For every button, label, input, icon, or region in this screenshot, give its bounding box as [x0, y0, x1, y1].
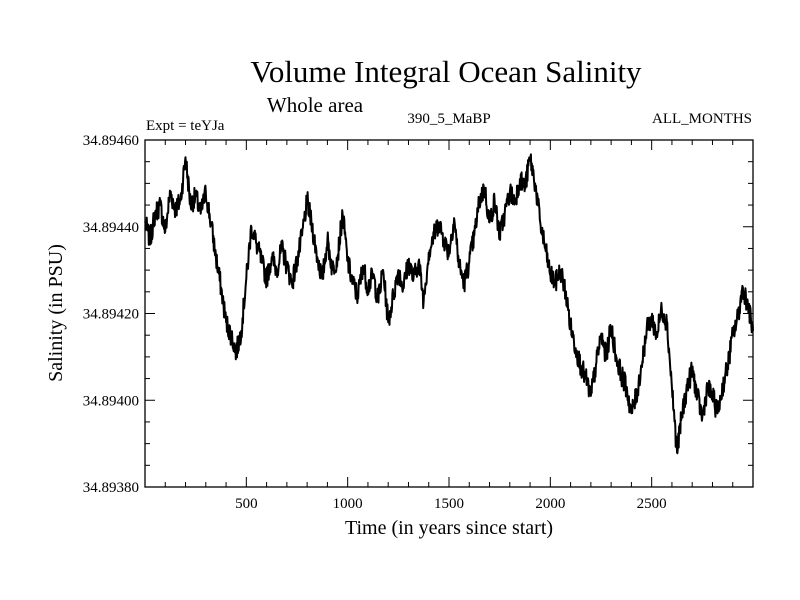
x-tick-label: 2000	[535, 496, 565, 512]
chart-subtitle: Whole area	[267, 93, 364, 117]
plot-frame	[144, 139, 754, 488]
y-axis-label: Salinity (in PSU)	[45, 244, 67, 382]
x-tick-label: 2500	[637, 496, 667, 512]
x-tick-label: 500	[235, 496, 258, 512]
period-label: 390_5_MaBP	[407, 111, 490, 127]
y-tick-label: 34.89440	[83, 220, 139, 236]
x-axis: 500 1000 1500 2000 2500	[164, 140, 734, 512]
chart-title: Volume Integral Ocean Salinity	[250, 54, 642, 89]
y-tick-label: 34.89380	[83, 480, 139, 496]
y-axis: 34.89380 34.89400 34.89420 34.89440 34.89460	[83, 133, 753, 496]
x-tick-label: 1000	[333, 496, 363, 512]
experiment-label: Expt = teYJa	[146, 118, 225, 134]
x-tick-label: 1500	[434, 496, 464, 512]
x-axis-label: Time (in years since start)	[345, 517, 553, 539]
salinity-series-line	[144, 153, 754, 455]
y-tick-label: 34.89420	[83, 307, 139, 323]
y-tick-label: 34.89400	[83, 393, 139, 409]
months-label: ALL_MONTHS	[652, 111, 752, 127]
y-tick-label: 34.89460	[83, 133, 139, 149]
